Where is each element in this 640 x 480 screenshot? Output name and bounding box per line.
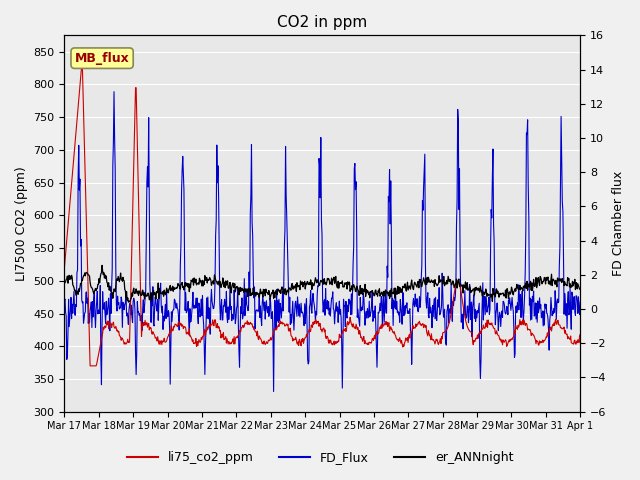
Y-axis label: LI7500 CO2 (ppm): LI7500 CO2 (ppm) (15, 166, 28, 281)
Title: CO2 in ppm: CO2 in ppm (277, 15, 367, 30)
Legend: li75_co2_ppm, FD_Flux, er_ANNnight: li75_co2_ppm, FD_Flux, er_ANNnight (122, 446, 518, 469)
Text: MB_flux: MB_flux (75, 52, 129, 65)
Y-axis label: FD Chamber flux: FD Chamber flux (612, 171, 625, 276)
